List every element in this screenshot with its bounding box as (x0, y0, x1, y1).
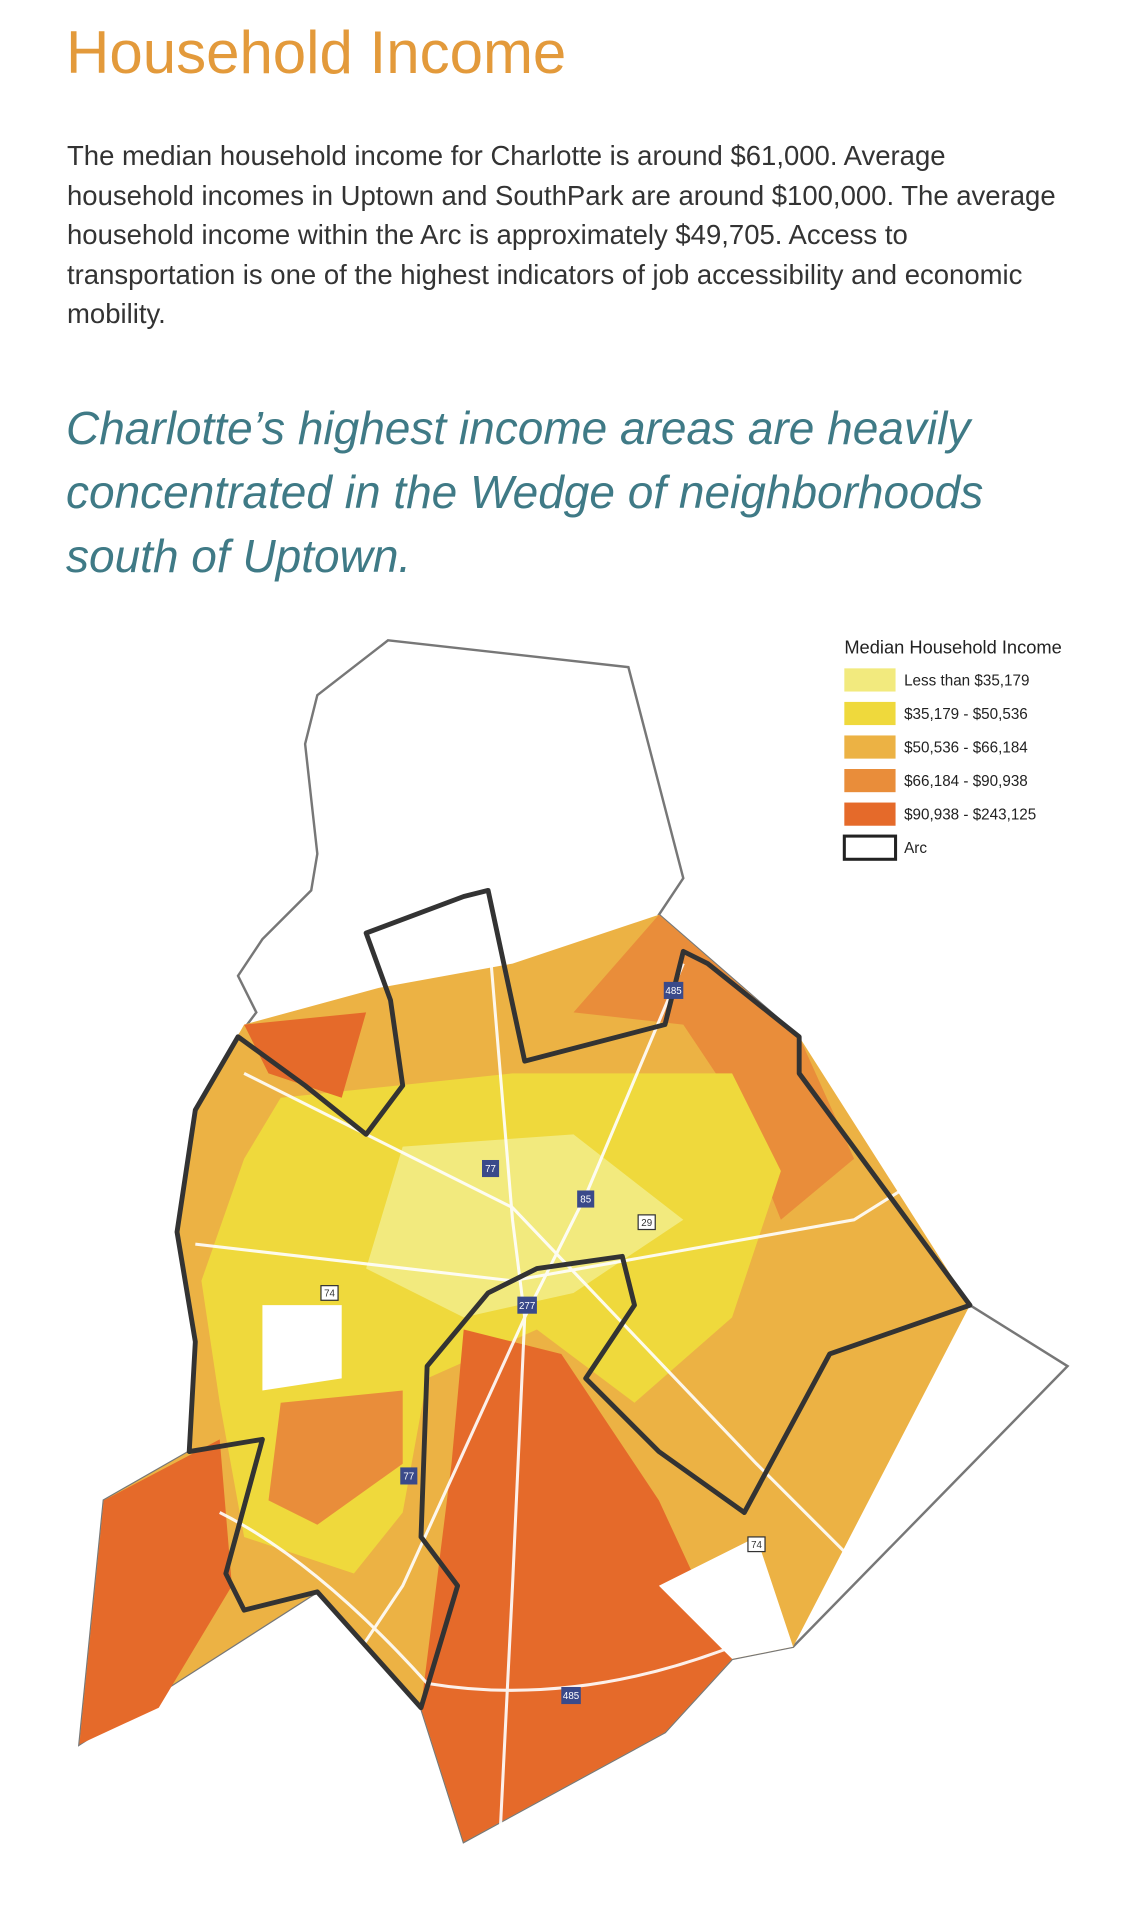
map: 485 77 85 29 74 277 77 74 485 Median Hou… (77, 637, 1070, 1844)
legend-swatch (844, 668, 896, 692)
income-zone (268, 1390, 403, 1525)
legend-swatch (844, 802, 896, 826)
shield-label: 29 (641, 1218, 652, 1229)
income-zone (244, 1012, 367, 1098)
shield-label: 485 (563, 1691, 580, 1702)
legend-label: $50,536 - $66,184 (904, 740, 1028, 757)
shield-label: 74 (324, 1289, 335, 1300)
shield-label: 74 (751, 1540, 762, 1551)
legend-swatch (842, 834, 898, 861)
shield-label: 85 (580, 1195, 591, 1206)
paragraph: The median household income for Charlott… (67, 140, 1056, 329)
legend-label: $35,179 - $50,536 (904, 706, 1028, 723)
legend-label: Less than $35,179 (904, 672, 1029, 689)
legend-label: $66,184 - $90,938 (904, 773, 1028, 790)
shield-label: 77 (485, 1164, 496, 1175)
legend-swatch (844, 769, 896, 793)
legend-swatch (844, 701, 896, 726)
shield-label: 77 (403, 1472, 414, 1483)
shield-label: 485 (665, 986, 682, 997)
legend-label: $90,938 - $243,125 (904, 807, 1036, 824)
legend-title: Median Household Income (844, 637, 1061, 658)
income-zone (79, 1439, 232, 1745)
shield-label: 277 (519, 1301, 535, 1312)
pull-quote: Charlotte’s highest income areas are hea… (66, 402, 984, 582)
no-data (658, 1536, 794, 1659)
income-zone (573, 914, 855, 1220)
legend-swatch (844, 735, 896, 759)
title: Household Income (66, 19, 567, 86)
legend-label: Arc (904, 840, 927, 857)
income-zone (421, 1329, 733, 1842)
shields: 485 77 85 29 74 277 77 74 485 (320, 981, 766, 1705)
no-data (262, 1305, 342, 1391)
arc-boundary (174, 887, 973, 1711)
legend: Median Household Income Less than $35,17… (842, 637, 1062, 861)
roads (195, 658, 1051, 1830)
